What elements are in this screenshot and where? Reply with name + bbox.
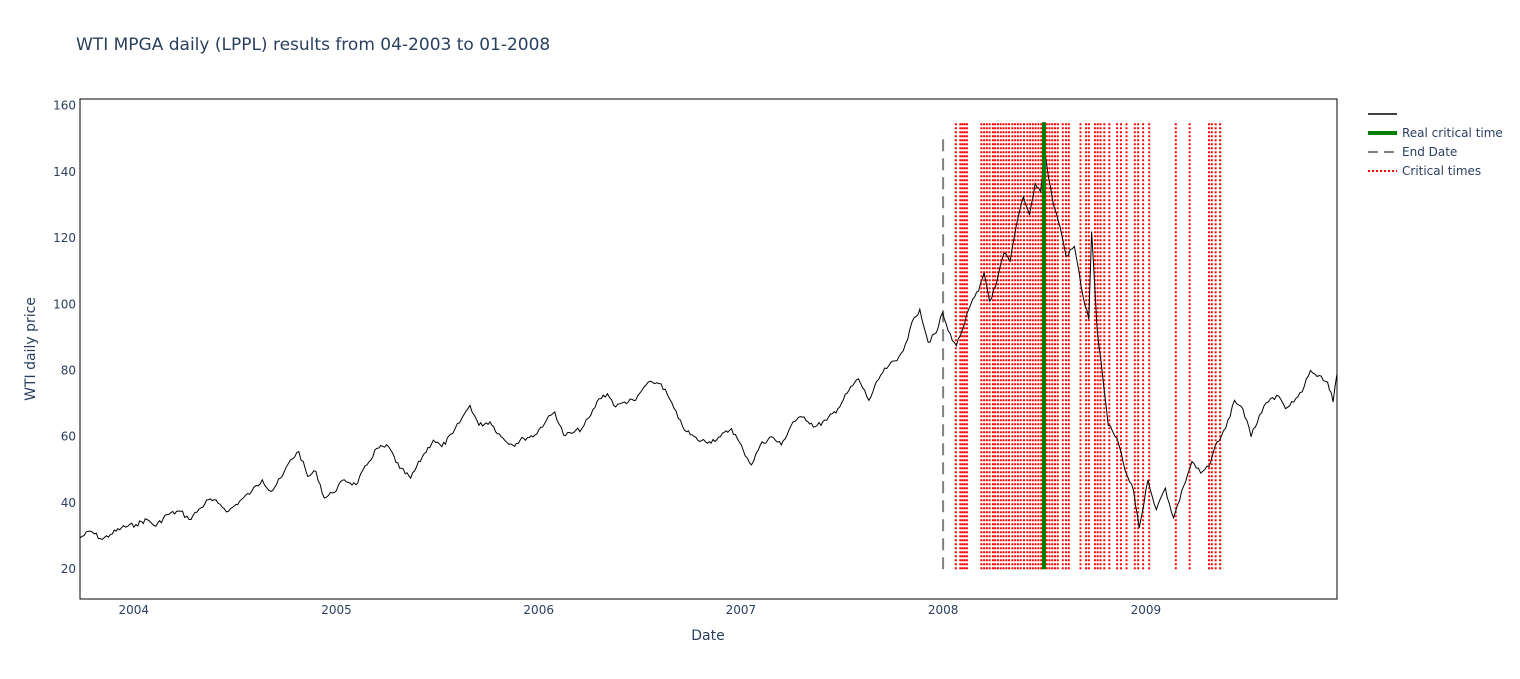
y-tick-label: 120 [53, 231, 76, 245]
legend-label: Critical times [1402, 164, 1481, 178]
plot-frame [79, 98, 1338, 600]
price-series-line [79, 153, 1338, 540]
x-tick-label: 2005 [321, 603, 352, 617]
legend-item[interactable]: Critical times [1368, 164, 1481, 178]
y-tick-label: 160 [53, 99, 76, 113]
y-tick-label: 40 [61, 496, 76, 510]
y-tick-label: 20 [61, 562, 76, 576]
x-tick-label: 2007 [726, 603, 757, 617]
y-axis-ticks: 20 40 60 80 100 120 140 160 [53, 99, 76, 577]
chart-title: WTI MPGA daily (LPPL) results from 04-20… [76, 35, 550, 55]
legend-item[interactable]: End Date [1368, 145, 1457, 159]
y-tick-label: 140 [53, 165, 76, 179]
x-axis-title: Date [691, 628, 724, 644]
legend-item[interactable]: Real critical time [1368, 126, 1503, 140]
y-tick-label: 100 [53, 297, 76, 311]
x-tick-label: 2008 [928, 603, 959, 617]
y-tick-label: 60 [61, 430, 76, 444]
legend: Real critical time End Date Critical times [1368, 113, 1503, 178]
x-tick-label: 2009 [1131, 603, 1162, 617]
legend-label: Real critical time [1402, 126, 1503, 140]
y-axis-title: WTI daily price [23, 297, 39, 401]
x-tick-label: 2004 [118, 603, 149, 617]
x-tick-label: 2006 [523, 603, 554, 617]
y-tick-label: 80 [61, 364, 76, 378]
plot-area [79, 98, 1338, 600]
x-axis-ticks: 2004 2005 2006 2007 2008 2009 [118, 603, 1161, 617]
legend-label: End Date [1402, 145, 1457, 159]
